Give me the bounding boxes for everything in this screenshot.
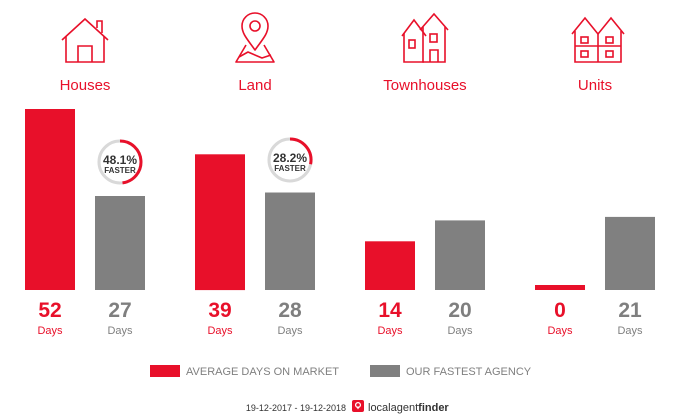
unit-units-average: Days [547,325,573,337]
footer-date-range: 19-12-2017 - 19-12-2018 [246,403,346,413]
faster-label-land: FASTER [274,164,306,173]
legend-label-fastest: OUR FASTEST AGENCY [406,366,532,378]
value-townhouses-average: 14 [378,299,402,322]
value-land-average: 39 [208,299,231,322]
brand-logo-icon [352,400,364,412]
faster-percent-land: 28.2% [273,151,307,165]
legend-swatch-average [150,365,180,377]
brand-name-local: localagent [368,402,418,414]
category-label-houses: Houses [60,77,111,94]
brand-logo: localagentfinder [352,400,449,414]
map-pin-icon [235,12,275,63]
faster-arc-land [289,137,313,165]
unit-houses-average: Days [37,325,63,337]
unit-townhouses-fastest: Days [447,325,473,337]
bar-units-fastest [605,216,655,290]
category-label-land: Land [238,77,271,94]
bar-townhouses-average [365,241,415,290]
value-houses-average: 52 [38,299,61,322]
bar-land-fastest [265,192,315,290]
category-label-units: Units [578,77,612,94]
unit-townhouses-average: Days [377,325,403,337]
value-land-fastest: 28 [278,299,302,322]
house-icon [61,17,109,63]
bar-houses-fastest [95,196,145,290]
unit-houses-fastest: Days [107,325,133,337]
unit-land-average: Days [207,325,233,337]
units-icon [571,16,625,63]
faster-badge-land: 28.2% FASTER [267,137,313,183]
unit-land-fastest: Days [277,325,303,337]
townhouse-icon [401,12,449,63]
faster-percent-houses: 48.1% [103,153,137,167]
faster-badge-houses: 48.1% FASTER [97,139,143,185]
legend: AVERAGE DAYS ON MARKET OUR FASTEST AGENC… [150,365,532,378]
brand-name: localagentfinder [368,402,449,414]
bar-houses-average [25,109,75,290]
faster-label-houses: FASTER [104,166,136,175]
value-units-fastest: 21 [618,299,642,322]
value-townhouses-fastest: 20 [448,299,471,322]
unit-units-fastest: Days [617,325,643,337]
faster-arc-houses [119,139,143,185]
bar-units-average [535,285,585,290]
value-units-average: 0 [554,299,566,322]
value-houses-fastest: 27 [108,299,131,322]
bar-land-average [195,154,245,291]
category-label-townhouses: Townhouses [383,77,466,94]
bar-townhouses-fastest [435,220,485,290]
brand-name-finder: finder [418,402,449,414]
legend-swatch-fastest [370,365,400,377]
legend-label-average: AVERAGE DAYS ON MARKET [186,366,339,378]
